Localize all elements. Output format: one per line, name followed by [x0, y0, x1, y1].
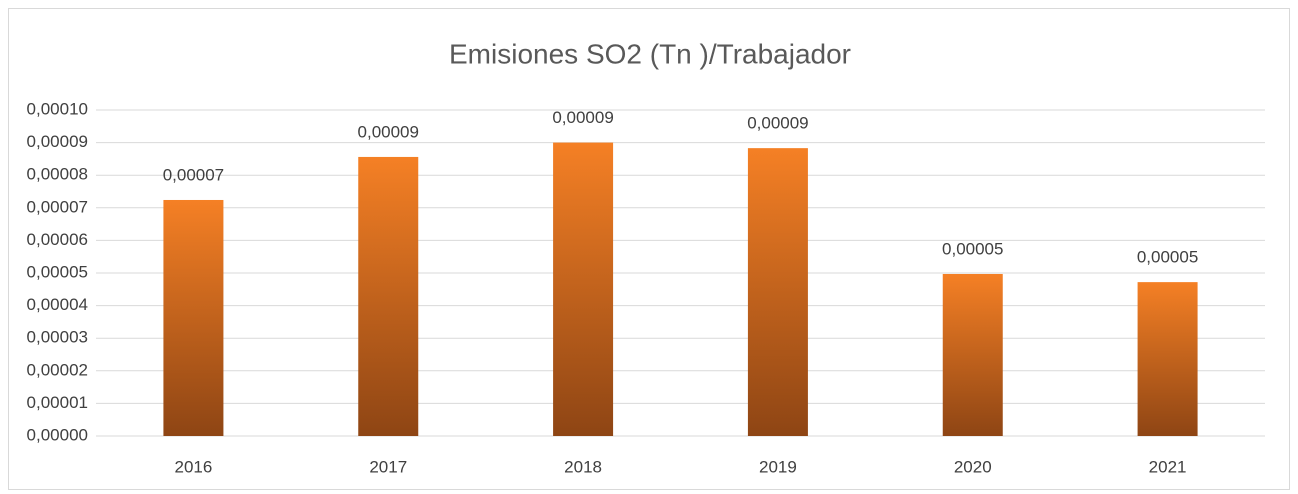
y-tick-label: 0,00007 — [27, 197, 88, 216]
y-tick-label: 0,00002 — [27, 360, 88, 379]
y-tick-label: 0,00003 — [27, 328, 88, 347]
x-tick-label: 2021 — [1149, 457, 1187, 476]
y-tick-label: 0,00006 — [27, 230, 88, 249]
y-tick-label: 0,00005 — [27, 262, 88, 281]
x-tick-label: 2018 — [564, 457, 602, 476]
data-label: 0,00009 — [358, 122, 419, 141]
y-tick-label: 0,00010 — [27, 99, 88, 118]
x-tick-label: 2016 — [175, 457, 213, 476]
data-label: 0,00005 — [942, 239, 1003, 258]
data-label: 0,00009 — [747, 114, 808, 133]
data-label: 0,00005 — [1137, 248, 1198, 267]
x-tick-label: 2020 — [954, 457, 992, 476]
bar — [553, 142, 614, 436]
bar — [163, 199, 224, 436]
bar — [1137, 282, 1198, 436]
y-tick-label: 0,00001 — [27, 393, 88, 412]
y-tick-label: 0,00008 — [27, 165, 88, 184]
data-label: 0,00009 — [552, 108, 613, 127]
y-tick-label: 0,00004 — [27, 295, 88, 314]
x-tick-label: 2017 — [369, 457, 407, 476]
y-tick-label: 0,00009 — [27, 132, 88, 151]
data-label: 0,00007 — [163, 165, 224, 184]
x-tick-label: 2019 — [759, 457, 797, 476]
bar — [942, 273, 1003, 436]
bar — [358, 156, 419, 436]
chart-title: Emisiones SO2 (Tn )/Trabajador — [449, 38, 851, 69]
y-tick-label: 0,00000 — [27, 425, 88, 444]
bar — [747, 148, 808, 436]
